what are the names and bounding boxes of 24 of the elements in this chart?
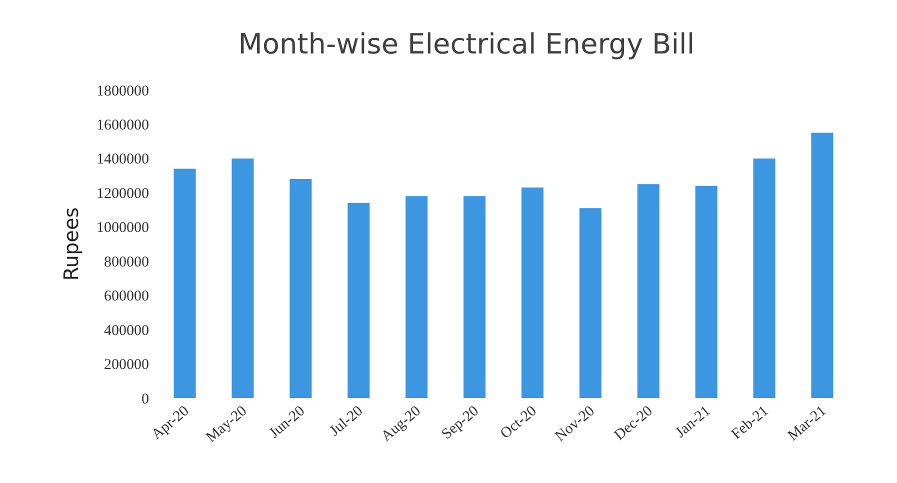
- bar: [637, 184, 660, 398]
- y-tick-label: 1800000: [96, 83, 149, 100]
- bar: [753, 158, 776, 398]
- y-tick-label: 1200000: [96, 186, 149, 202]
- bar: [464, 196, 486, 398]
- bar: [174, 168, 196, 398]
- bar: [579, 208, 602, 398]
- y-tick-label: 1400000: [96, 152, 149, 168]
- y-tick-label: 600000: [104, 288, 149, 305]
- y-tick-label: 1600000: [96, 117, 149, 134]
- bar: [811, 132, 834, 398]
- bar: [521, 188, 544, 398]
- y-tick-label: 0: [142, 391, 149, 408]
- bar: [290, 178, 312, 398]
- bar: [406, 196, 428, 398]
- y-tick-label: 200000: [104, 357, 149, 374]
- y-tick-label: 800000: [104, 254, 149, 270]
- bar: [695, 186, 718, 398]
- chart-title: Month-wise Electrical Energy Bill: [238, 27, 695, 60]
- bar: [348, 202, 370, 398]
- y-axis-title: Rupees: [59, 207, 83, 281]
- bar: [232, 158, 254, 398]
- y-tick-label: 400000: [104, 322, 149, 339]
- y-tick-label: 1000000: [96, 220, 149, 236]
